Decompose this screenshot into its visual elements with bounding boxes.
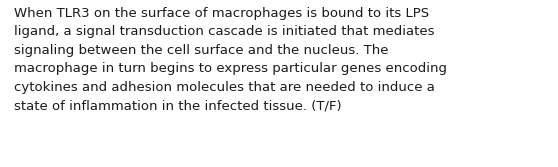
Text: When TLR3 on the surface of macrophages is bound to its LPS
ligand, a signal tra: When TLR3 on the surface of macrophages …	[14, 7, 447, 112]
